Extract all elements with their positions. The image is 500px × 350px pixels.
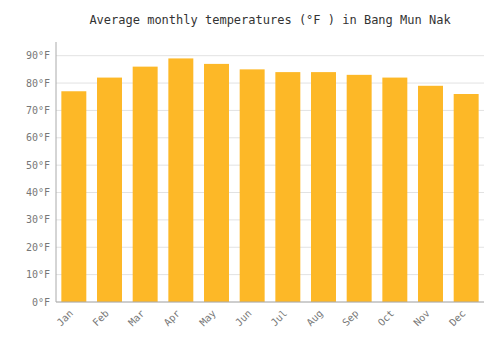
bars xyxy=(61,58,478,302)
y-tick-label: 0°F xyxy=(32,297,50,308)
y-tick-label: 80°F xyxy=(26,78,50,89)
x-tick-label: Jan xyxy=(55,308,76,329)
bar xyxy=(97,78,122,302)
x-tick-label: Jul xyxy=(269,308,290,329)
x-tick-label: Sep xyxy=(340,308,361,329)
bar xyxy=(204,64,229,302)
title: Average monthly temperatures (°F ) in Ba… xyxy=(89,13,451,27)
x-tick-label: Oct xyxy=(376,308,397,329)
x-tick-label: May xyxy=(197,308,218,329)
bar xyxy=(382,78,407,302)
bar xyxy=(133,67,158,302)
bar xyxy=(168,58,193,302)
bar xyxy=(454,94,479,302)
bar xyxy=(418,86,443,302)
bar xyxy=(61,91,86,302)
x-tick-label: Mar xyxy=(126,308,147,329)
grid-line xyxy=(56,55,484,56)
y-tick-label: 20°F xyxy=(26,242,50,253)
y-grid xyxy=(56,56,484,302)
x-tick-label: Jun xyxy=(233,308,254,329)
y-tick-label: 70°F xyxy=(26,105,50,116)
chart: Average monthly temperatures (°F ) in Ba… xyxy=(0,0,500,350)
bar xyxy=(347,75,372,302)
x-tick-label: Apr xyxy=(162,308,183,329)
bar xyxy=(311,72,336,302)
y-tick-label: 10°F xyxy=(26,269,50,280)
x-tick-label: Aug xyxy=(304,308,325,329)
bar xyxy=(240,69,265,302)
y-tick-label: 30°F xyxy=(26,214,50,225)
x-tick-label: Dec xyxy=(447,308,468,329)
y-tick-label: 60°F xyxy=(26,132,50,143)
grid-line xyxy=(56,302,484,303)
y-tick-label: 90°F xyxy=(26,50,50,61)
y-axis-line xyxy=(56,42,57,302)
bar xyxy=(275,72,300,302)
x-tick-label: Feb xyxy=(90,308,111,329)
x-tick-label: Nov xyxy=(411,308,432,329)
y-tick-label: 40°F xyxy=(26,187,50,198)
x-axis-line xyxy=(56,302,484,303)
y-tick-label: 50°F xyxy=(26,160,50,171)
